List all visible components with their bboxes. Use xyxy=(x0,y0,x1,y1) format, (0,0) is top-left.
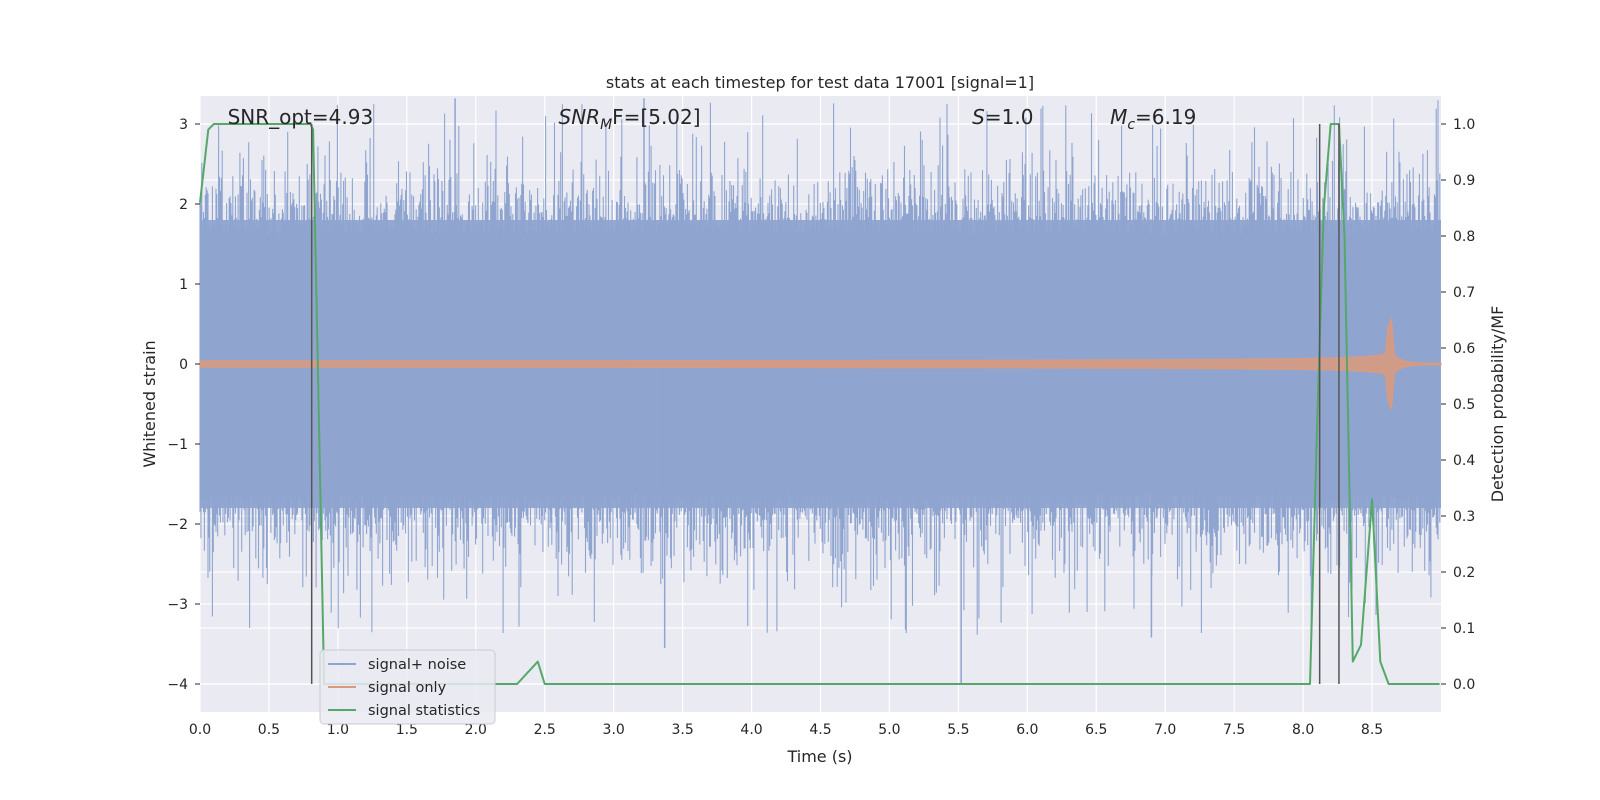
annotation-layer: SNR_opt=4.93 SNRMF=[5.02] S=1.0 Mc=6.19 xyxy=(228,105,1197,133)
vline-layer xyxy=(310,124,1340,684)
y2-tick-label-2: 0.8 xyxy=(1453,229,1475,245)
y2-tick-label-9: 0.1 xyxy=(1453,621,1475,637)
y-tick-label-3: 0 xyxy=(179,357,188,373)
stats-layer xyxy=(199,123,1440,685)
y2-axis-label: Detection probability/MF xyxy=(1488,306,1507,503)
y-tick-label-4: −1 xyxy=(167,437,188,453)
y-tick-label-7: −4 xyxy=(167,677,188,693)
x-tick-label-8: 4.0 xyxy=(740,722,762,738)
legend: signal+ noise signal only signal statistic… xyxy=(319,649,496,725)
y-tick-label-1: 2 xyxy=(179,197,188,213)
y2-tick-label-0: 1.0 xyxy=(1453,117,1475,133)
x-tick-label-10: 5.0 xyxy=(878,722,900,738)
y-tick-label-5: −2 xyxy=(167,517,188,533)
x-tick-label-3: 1.5 xyxy=(396,722,418,738)
x-axis-label: Time (s) xyxy=(786,747,852,766)
y2-tick-label-10: 0.0 xyxy=(1453,677,1475,693)
x-tick-label-2: 1.0 xyxy=(327,722,349,738)
x-tick-label-0: 0.0 xyxy=(189,722,211,738)
x-tick-label-12: 6.0 xyxy=(1016,722,1038,738)
chart-title: stats at each timestep for test data 170… xyxy=(606,73,1034,92)
x-tick-label-5: 2.5 xyxy=(534,722,556,738)
y2-tick-label-1: 0.9 xyxy=(1453,173,1475,189)
y2-tick-label-6: 0.4 xyxy=(1453,453,1475,469)
x-tick-label-13: 6.5 xyxy=(1085,722,1107,738)
y-tick-label-0: 3 xyxy=(179,117,188,133)
x-tick-label-4: 2.0 xyxy=(465,722,487,738)
y2-tick-label-4: 0.6 xyxy=(1453,341,1475,357)
x-tick-label-17: 8.5 xyxy=(1361,722,1383,738)
y2-tick-label-3: 0.7 xyxy=(1453,285,1475,301)
y-axis-label: Whitened strain xyxy=(140,340,159,467)
axis-layer: 0.0 0.5 1.0 1.5 2.0 2.5 3.0 3.5 4.0 4.5 5.0 5.5 6.0 6… xyxy=(167,117,1475,738)
annotation-3: Mc=6.19 xyxy=(1110,105,1196,133)
y-tick-label-6: −3 xyxy=(167,597,188,613)
x-tick-label-16: 8.0 xyxy=(1292,722,1314,738)
legend-label-2: signal statistics xyxy=(368,703,480,719)
y2-tick-label-8: 0.2 xyxy=(1453,565,1475,581)
x-tick-label-6: 3.0 xyxy=(603,722,625,738)
x-tick-label-14: 7.0 xyxy=(1154,722,1176,738)
signal-statistics-series xyxy=(199,123,1440,685)
x-tick-label-7: 3.5 xyxy=(671,722,693,738)
legend-label-1: signal only xyxy=(368,680,447,696)
x-tick-label-1: 0.5 xyxy=(258,722,280,738)
annotation-1: SNRMF=[5.02] xyxy=(559,105,701,133)
annotation-2: S=1.0 xyxy=(972,105,1033,129)
y-tick-label-2: 1 xyxy=(179,277,188,293)
y2-tick-label-5: 0.5 xyxy=(1453,397,1475,413)
legend-frame xyxy=(319,649,496,725)
legend-label-0: signal+ noise xyxy=(368,657,466,673)
y2-tick-label-7: 0.3 xyxy=(1453,509,1475,525)
x-tick-label-9: 4.5 xyxy=(809,722,831,738)
chirp-layer xyxy=(199,317,1442,411)
annotation-0: SNR_opt=4.93 xyxy=(228,105,374,129)
signal-only-series xyxy=(199,317,1442,411)
x-tick-label-11: 5.5 xyxy=(947,722,969,738)
x-tick-label-15: 7.5 xyxy=(1223,722,1245,738)
